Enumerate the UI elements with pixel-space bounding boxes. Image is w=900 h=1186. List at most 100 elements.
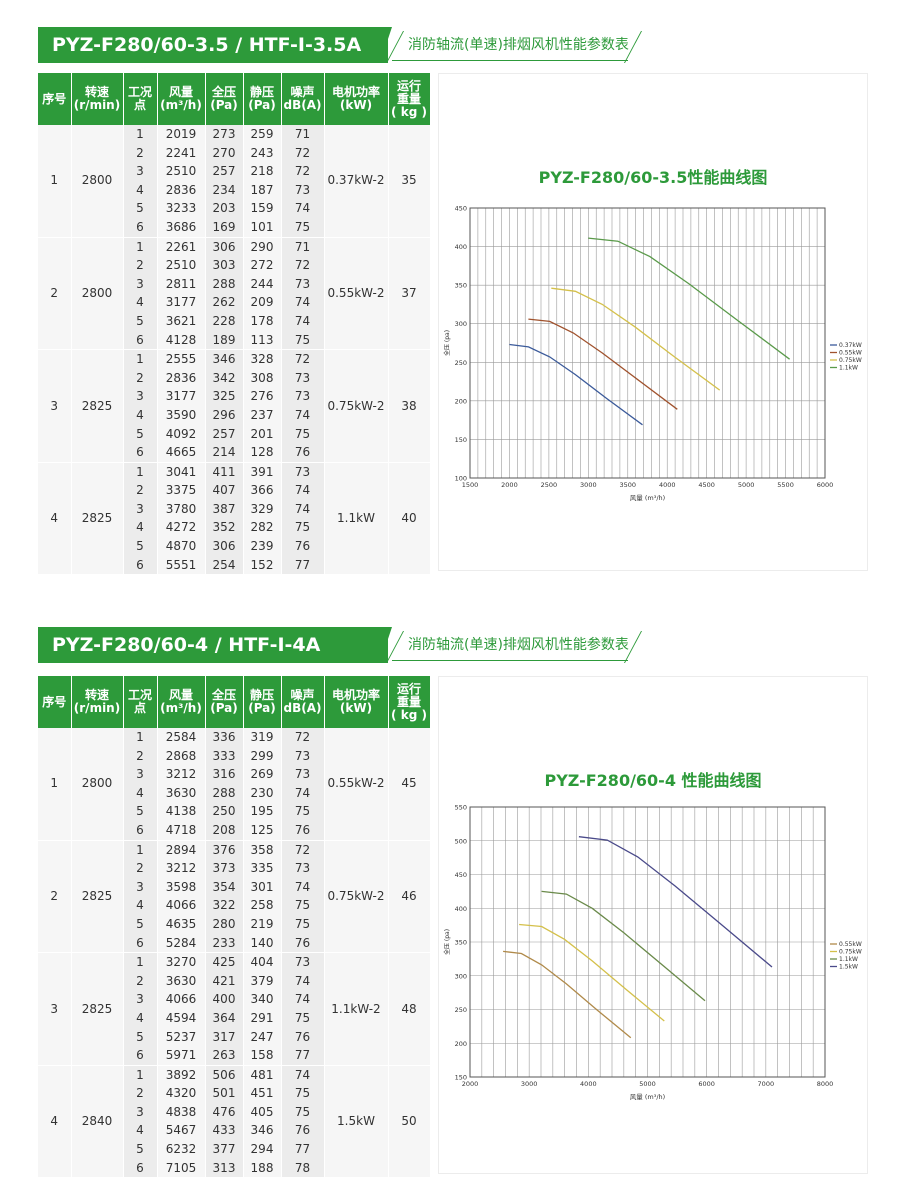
cell-noise: 76 — [281, 933, 325, 953]
cell-total-pressure: 280 — [205, 914, 244, 934]
cell-noise: 76 — [281, 537, 325, 556]
cell-operating-point: 2 — [123, 746, 158, 766]
cell-total-pressure: 189 — [205, 330, 244, 350]
table-row: 6 4665 214 128 76 — [38, 443, 430, 463]
cell-airflow: 4870 — [157, 537, 206, 556]
cell-noise: 76 — [281, 820, 325, 841]
cell-total-pressure: 208 — [205, 820, 244, 841]
cell-static-pressure: 237 — [243, 405, 282, 425]
cell-static-pressure: 405 — [243, 1102, 282, 1122]
cell-operating-point: 1 — [123, 728, 158, 747]
cell-operating-point: 3 — [123, 499, 158, 519]
cell-weight: 37 — [388, 236, 431, 350]
table-row: 2 3375 407 366 74 — [38, 481, 430, 500]
table-row: 2 2825 1 2894 376 358 72 0.75kW-2 46 — [38, 839, 431, 953]
banner-tail-shape — [380, 27, 392, 63]
table-row: 5 5237 317 247 76 — [38, 1027, 430, 1047]
cell-total-pressure: 288 — [205, 783, 244, 803]
table-row: 3 2825 1 2555 346 328 72 0.75kW-2 38 — [38, 349, 431, 463]
cell-operating-point: 3 — [123, 387, 158, 406]
chart-title: PYZ-F280/60-4 性能曲线图 — [544, 771, 762, 790]
cell-total-pressure: 333 — [205, 746, 244, 766]
cell-total-pressure: 303 — [205, 256, 244, 275]
cell-total-pressure: 306 — [205, 236, 244, 257]
y-tick-label: 350 — [455, 282, 467, 290]
cell-speed: 2825 — [71, 349, 124, 463]
cell-total-pressure: 262 — [205, 293, 244, 312]
banner-underline — [392, 660, 628, 661]
cell-noise: 72 — [281, 256, 325, 275]
cell-static-pressure: 308 — [243, 368, 282, 388]
series-line — [503, 950, 632, 1039]
cell-airflow: 2510 — [157, 162, 206, 181]
cell-weight: 38 — [388, 349, 431, 463]
cell-total-pressure: 317 — [205, 1027, 244, 1047]
x-tick-label: 2000 — [462, 1080, 479, 1088]
cell-motor-power: 0.55kW-2 — [324, 236, 389, 350]
y-tick-label: 450 — [455, 871, 467, 879]
cell-static-pressure: 178 — [243, 311, 282, 331]
cell-motor-power: 1.5kW — [324, 1064, 389, 1178]
cell-operating-point: 4 — [123, 896, 158, 915]
cell-total-pressure: 346 — [205, 349, 244, 369]
cell-operating-point: 5 — [123, 914, 158, 934]
cell-total-pressure: 273 — [205, 125, 244, 144]
spec-table: 序号 转速 (r/min) 工况点风量 (m³/h) 全压 (Pa) 静压 (Pa) 噪声 dB(A… — [38, 73, 431, 575]
table-row: 3 2811 288 244 73 — [38, 274, 430, 294]
cell-noise: 76 — [281, 1121, 325, 1141]
cell-total-pressure: 364 — [205, 1008, 244, 1028]
cell-total-pressure: 234 — [205, 180, 244, 200]
legend-label: 1.1kW — [839, 365, 858, 372]
cell-static-pressure: 218 — [243, 162, 282, 181]
cell-noise: 71 — [281, 125, 325, 144]
y-tick-label: 250 — [455, 1006, 467, 1014]
y-tick-label: 400 — [455, 243, 467, 251]
cell-total-pressure: 373 — [205, 859, 244, 878]
cell-noise: 73 — [281, 274, 325, 294]
cell-airflow: 4665 — [157, 443, 206, 463]
header-noise: 噪声 dB(A) — [281, 73, 325, 125]
cell-airflow: 5237 — [157, 1027, 206, 1047]
cell-static-pressure: 272 — [243, 256, 282, 275]
cell-operating-point: 4 — [123, 783, 158, 803]
cell-noise: 75 — [281, 424, 325, 444]
cell-static-pressure: 391 — [243, 461, 282, 482]
cell-static-pressure: 188 — [243, 1158, 282, 1178]
cell-total-pressure: 169 — [205, 217, 244, 238]
banner-tail-shape — [380, 627, 392, 663]
chart-panel: PYZ-F280/60-3.5性能曲线图 1500 2000 2500 3000 350… — [438, 73, 868, 571]
cell-total-pressure: 376 — [205, 839, 244, 860]
table-row: 3 2510 257 218 72 — [38, 162, 430, 181]
header-airflow: 风量 (m³/h) — [157, 676, 206, 728]
banner-title: PYZ-F280/60-4 / HTF-I-4A — [38, 627, 388, 663]
cell-airflow: 4635 — [157, 914, 206, 934]
cell-operating-point: 2 — [123, 368, 158, 388]
cell-noise: 73 — [281, 180, 325, 200]
cell-row-number: 2 — [38, 839, 72, 953]
cell-motor-power: 1.1kW — [324, 461, 389, 575]
x-tick-label: 2000 — [501, 481, 518, 489]
x-tick-label: 5000 — [639, 1080, 656, 1088]
header-static-pressure: 静压 (Pa) — [243, 676, 282, 728]
cell-airflow: 3630 — [157, 783, 206, 803]
performance-chart: 1500 2000 2500 3000 3500 4000 4500 5000 5500 6000… — [443, 205, 862, 503]
table-row: 2 2800 1 2261 306 290 71 0.55kW-2 37 — [38, 236, 431, 350]
table-row: 2 2836 342 308 73 — [38, 368, 430, 388]
cell-operating-point: 6 — [123, 820, 158, 841]
cell-total-pressure: 233 — [205, 933, 244, 953]
cell-airflow: 2555 — [157, 349, 206, 369]
cell-static-pressure: 329 — [243, 499, 282, 519]
table-row: 4 3177 262 209 74 — [38, 293, 430, 312]
table-row: 3 4838 476 405 75 — [38, 1102, 430, 1122]
cell-operating-point: 2 — [123, 143, 158, 163]
cell-static-pressure: 481 — [243, 1064, 282, 1085]
cell-static-pressure: 259 — [243, 125, 282, 144]
banner-subtitle: 消防轴流(单速)排烟风机性能参数表 — [408, 637, 629, 653]
cell-airflow: 4092 — [157, 424, 206, 444]
cell-airflow: 2584 — [157, 728, 206, 747]
cell-noise: 75 — [281, 896, 325, 915]
cell-airflow: 3041 — [157, 461, 206, 482]
x-tick-label: 5000 — [738, 481, 755, 489]
cell-noise: 76 — [281, 443, 325, 463]
series-line — [519, 923, 665, 1022]
